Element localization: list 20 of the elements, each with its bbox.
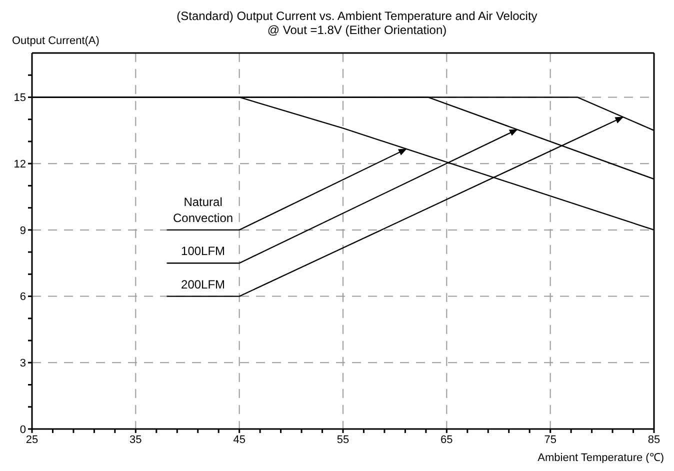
- x-tick-label: 35: [130, 434, 142, 446]
- y-tick-label: 12: [14, 158, 26, 170]
- x-tick-label: 45: [233, 434, 246, 446]
- x-tick-label: 25: [26, 434, 38, 446]
- x-tick-label: 55: [336, 434, 350, 446]
- y-tick-label: 9: [20, 224, 26, 237]
- annotation: 100LFM: [181, 244, 226, 258]
- x-axis-title: Ambient Temperature (℃): [538, 452, 664, 464]
- chart-title: (Standard) Output Current vs. Ambient Temperature and Air Velocity: [176, 9, 538, 23]
- chart-subtitle: @ Vout =1.8V (Either Orientation): [267, 23, 447, 37]
- x-tick-label: 75: [544, 434, 556, 446]
- y-axis-title: Output Current(A): [12, 35, 100, 47]
- y-tick-label: 15: [14, 92, 26, 104]
- annotation: 200LFM: [181, 277, 226, 292]
- y-tick-label: 6: [20, 291, 26, 304]
- x-tick-label: 65: [440, 434, 453, 446]
- y-tick-label: 3: [20, 358, 26, 370]
- y-tick-label: 0: [20, 424, 26, 436]
- x-tick-label: 85: [648, 434, 660, 446]
- annotation: Natural Convection: [173, 194, 234, 225]
